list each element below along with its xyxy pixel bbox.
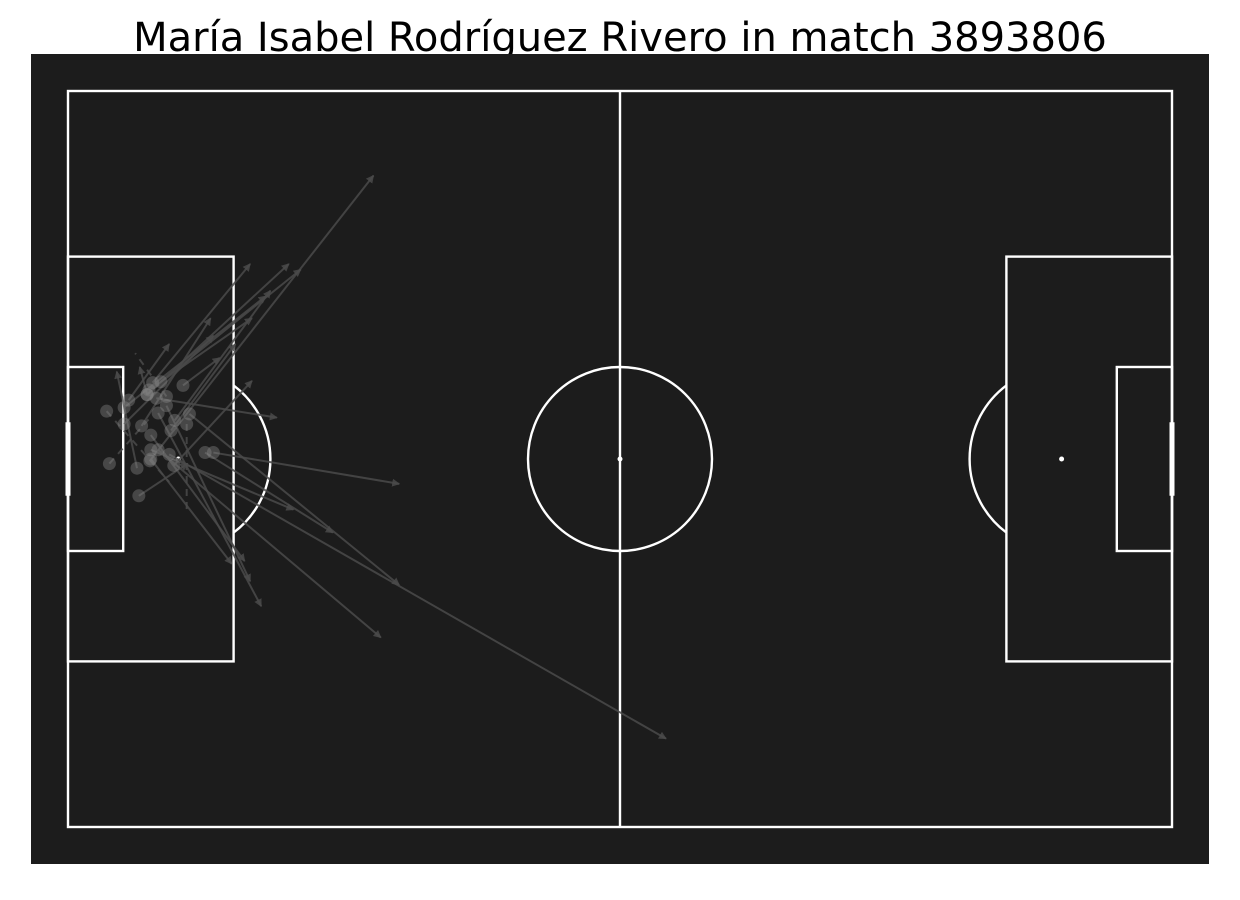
- centre-spot: [617, 456, 623, 462]
- pass-arrow: [108, 415, 153, 465]
- pass-arrow: [173, 289, 272, 421]
- pass-origin-marker: [117, 400, 131, 414]
- pass-origin-marker: [154, 375, 168, 389]
- pass-origin-marker: [144, 443, 158, 457]
- pass-arrow: [137, 366, 149, 395]
- centre-circle: [526, 365, 714, 553]
- pass-origin-marker: [132, 489, 146, 503]
- pass-origin-marker: [168, 413, 182, 427]
- pass-arrow: [156, 397, 278, 421]
- pass-origin-marker: [164, 423, 178, 437]
- pass-arrow: [114, 370, 138, 469]
- pass-arrow: [182, 356, 221, 387]
- pass-arrow: [151, 263, 251, 384]
- pass-arrow: [123, 295, 267, 409]
- pass-origin-marker: [151, 406, 165, 420]
- pass-origin-marker: [144, 428, 158, 442]
- pass-origin-marker: [122, 393, 136, 407]
- left-penalty-arc: [232, 384, 272, 534]
- pass-arrow: [150, 448, 295, 511]
- pass-origin-marker: [143, 454, 157, 468]
- pass-origin-marker: [102, 457, 116, 471]
- pass-origin-marker: [176, 378, 190, 392]
- pass-arrow: [160, 268, 302, 383]
- pass-origin-marker: [182, 407, 196, 421]
- pass-origin-marker: [162, 447, 176, 461]
- pitch-markings: [65, 89, 1175, 829]
- pass-origin-marker: [159, 399, 173, 413]
- right-penalty-spot: [1059, 456, 1065, 462]
- pass-origin-marker: [149, 391, 163, 405]
- pass-arrow: [165, 405, 252, 583]
- pass-origin-marker: [135, 419, 149, 433]
- pass-origin-marker: [180, 417, 194, 431]
- pass-arrow: [168, 453, 667, 740]
- pass-origin-marker: [167, 458, 181, 472]
- pass-origin-marker: [198, 446, 212, 460]
- right-penalty-arc: [968, 384, 1008, 534]
- pass-origin-marker: [206, 446, 220, 460]
- pass-arrow: [138, 462, 189, 497]
- pass-origin-marker: [144, 452, 158, 466]
- pass-origin-marker: [151, 443, 165, 457]
- pass-origin-marker: [146, 376, 160, 390]
- pass-arrow: [134, 352, 168, 398]
- pass-origin-marker: [100, 404, 114, 418]
- pass-arrow: [105, 410, 170, 483]
- pass-origin-marker: [130, 461, 144, 475]
- pass-arrow: [170, 343, 237, 432]
- pass-arrow: [150, 458, 233, 565]
- pass-origin-marker: [117, 417, 131, 431]
- chart-title: María Isabel Rodríguez Rivero in match 3…: [133, 15, 1107, 61]
- pass-arrow: [149, 434, 246, 562]
- pass-origin-marker: [142, 383, 156, 397]
- pass-arrow: [204, 451, 334, 534]
- pass-origin-marker: [140, 388, 154, 402]
- pass-layer: [100, 174, 667, 740]
- pass-origin-marker: [140, 388, 154, 402]
- pass-arrow: [188, 413, 400, 586]
- pass-origin-marker: [159, 389, 173, 403]
- pass-arrow: [149, 174, 375, 462]
